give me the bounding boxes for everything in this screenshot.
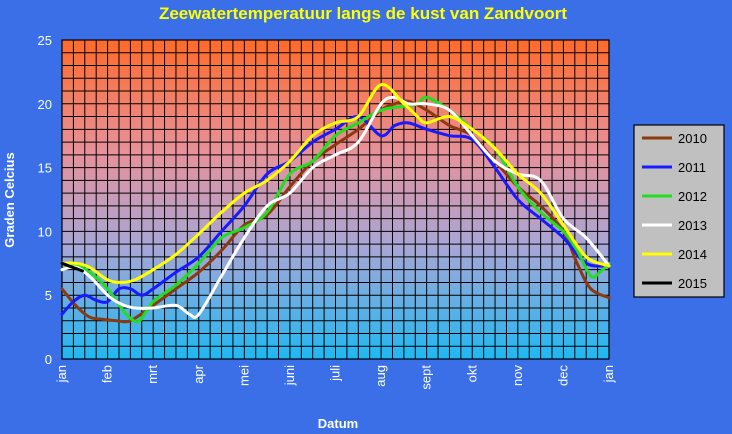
legend-label-2011: 2011 <box>678 160 706 175</box>
y-tick-label: 5 <box>45 288 52 303</box>
chart-title: Zeewatertemperatuur langs de kust van Za… <box>159 4 567 23</box>
x-tick-label: jan <box>54 365 69 383</box>
legend-label-2014: 2014 <box>678 247 707 262</box>
y-tick-label: 0 <box>45 352 52 367</box>
series-line-2013 <box>60 95 611 319</box>
x-tick-label: jan <box>601 365 616 383</box>
x-tick-label: okt <box>464 365 479 383</box>
x-tick-label: mei <box>236 365 251 386</box>
series-line-2014 <box>60 83 611 284</box>
series-lines <box>60 83 611 324</box>
plot-border <box>61 39 610 360</box>
x-axis-ticks: jan feb mrt apr mei juni juli aug sept okt nov dec j… <box>54 364 616 389</box>
x-axis-title: Datum <box>318 416 358 431</box>
series-line-2011 <box>60 115 611 316</box>
x-tick-label: sept <box>419 365 434 390</box>
legend-label-2012: 2012 <box>678 189 707 204</box>
series-line-2010 <box>60 99 611 324</box>
legend-box <box>633 124 725 298</box>
x-tick-label: nov <box>510 365 525 386</box>
y-tick-label: 10 <box>38 224 52 239</box>
y-axis-ticks: 0 5 10 15 20 25 <box>38 33 52 367</box>
x-tick-label: aug <box>373 365 388 387</box>
y-tick-label: 25 <box>38 33 52 48</box>
series-line-2012 <box>60 95 611 324</box>
x-tick-label: apr <box>191 364 206 383</box>
x-tick-label: juli <box>328 365 343 382</box>
x-tick-label: juni <box>282 365 297 386</box>
legend-label-2010: 2010 <box>678 131 707 146</box>
legend-label-2013: 2013 <box>678 218 707 233</box>
x-tick-label: dec <box>555 365 570 386</box>
legend-label-2015: 2015 <box>678 276 707 291</box>
x-tick-label: feb <box>100 365 115 383</box>
x-tick-label: mrt <box>145 365 160 384</box>
series-line-2015 <box>60 261 84 273</box>
y-axis-title: Graden Celcius <box>2 152 17 247</box>
y-tick-label: 20 <box>38 97 52 112</box>
legend: 2010 2011 2012 2013 2014 2015 <box>633 124 725 298</box>
y-tick-label: 15 <box>38 161 52 176</box>
